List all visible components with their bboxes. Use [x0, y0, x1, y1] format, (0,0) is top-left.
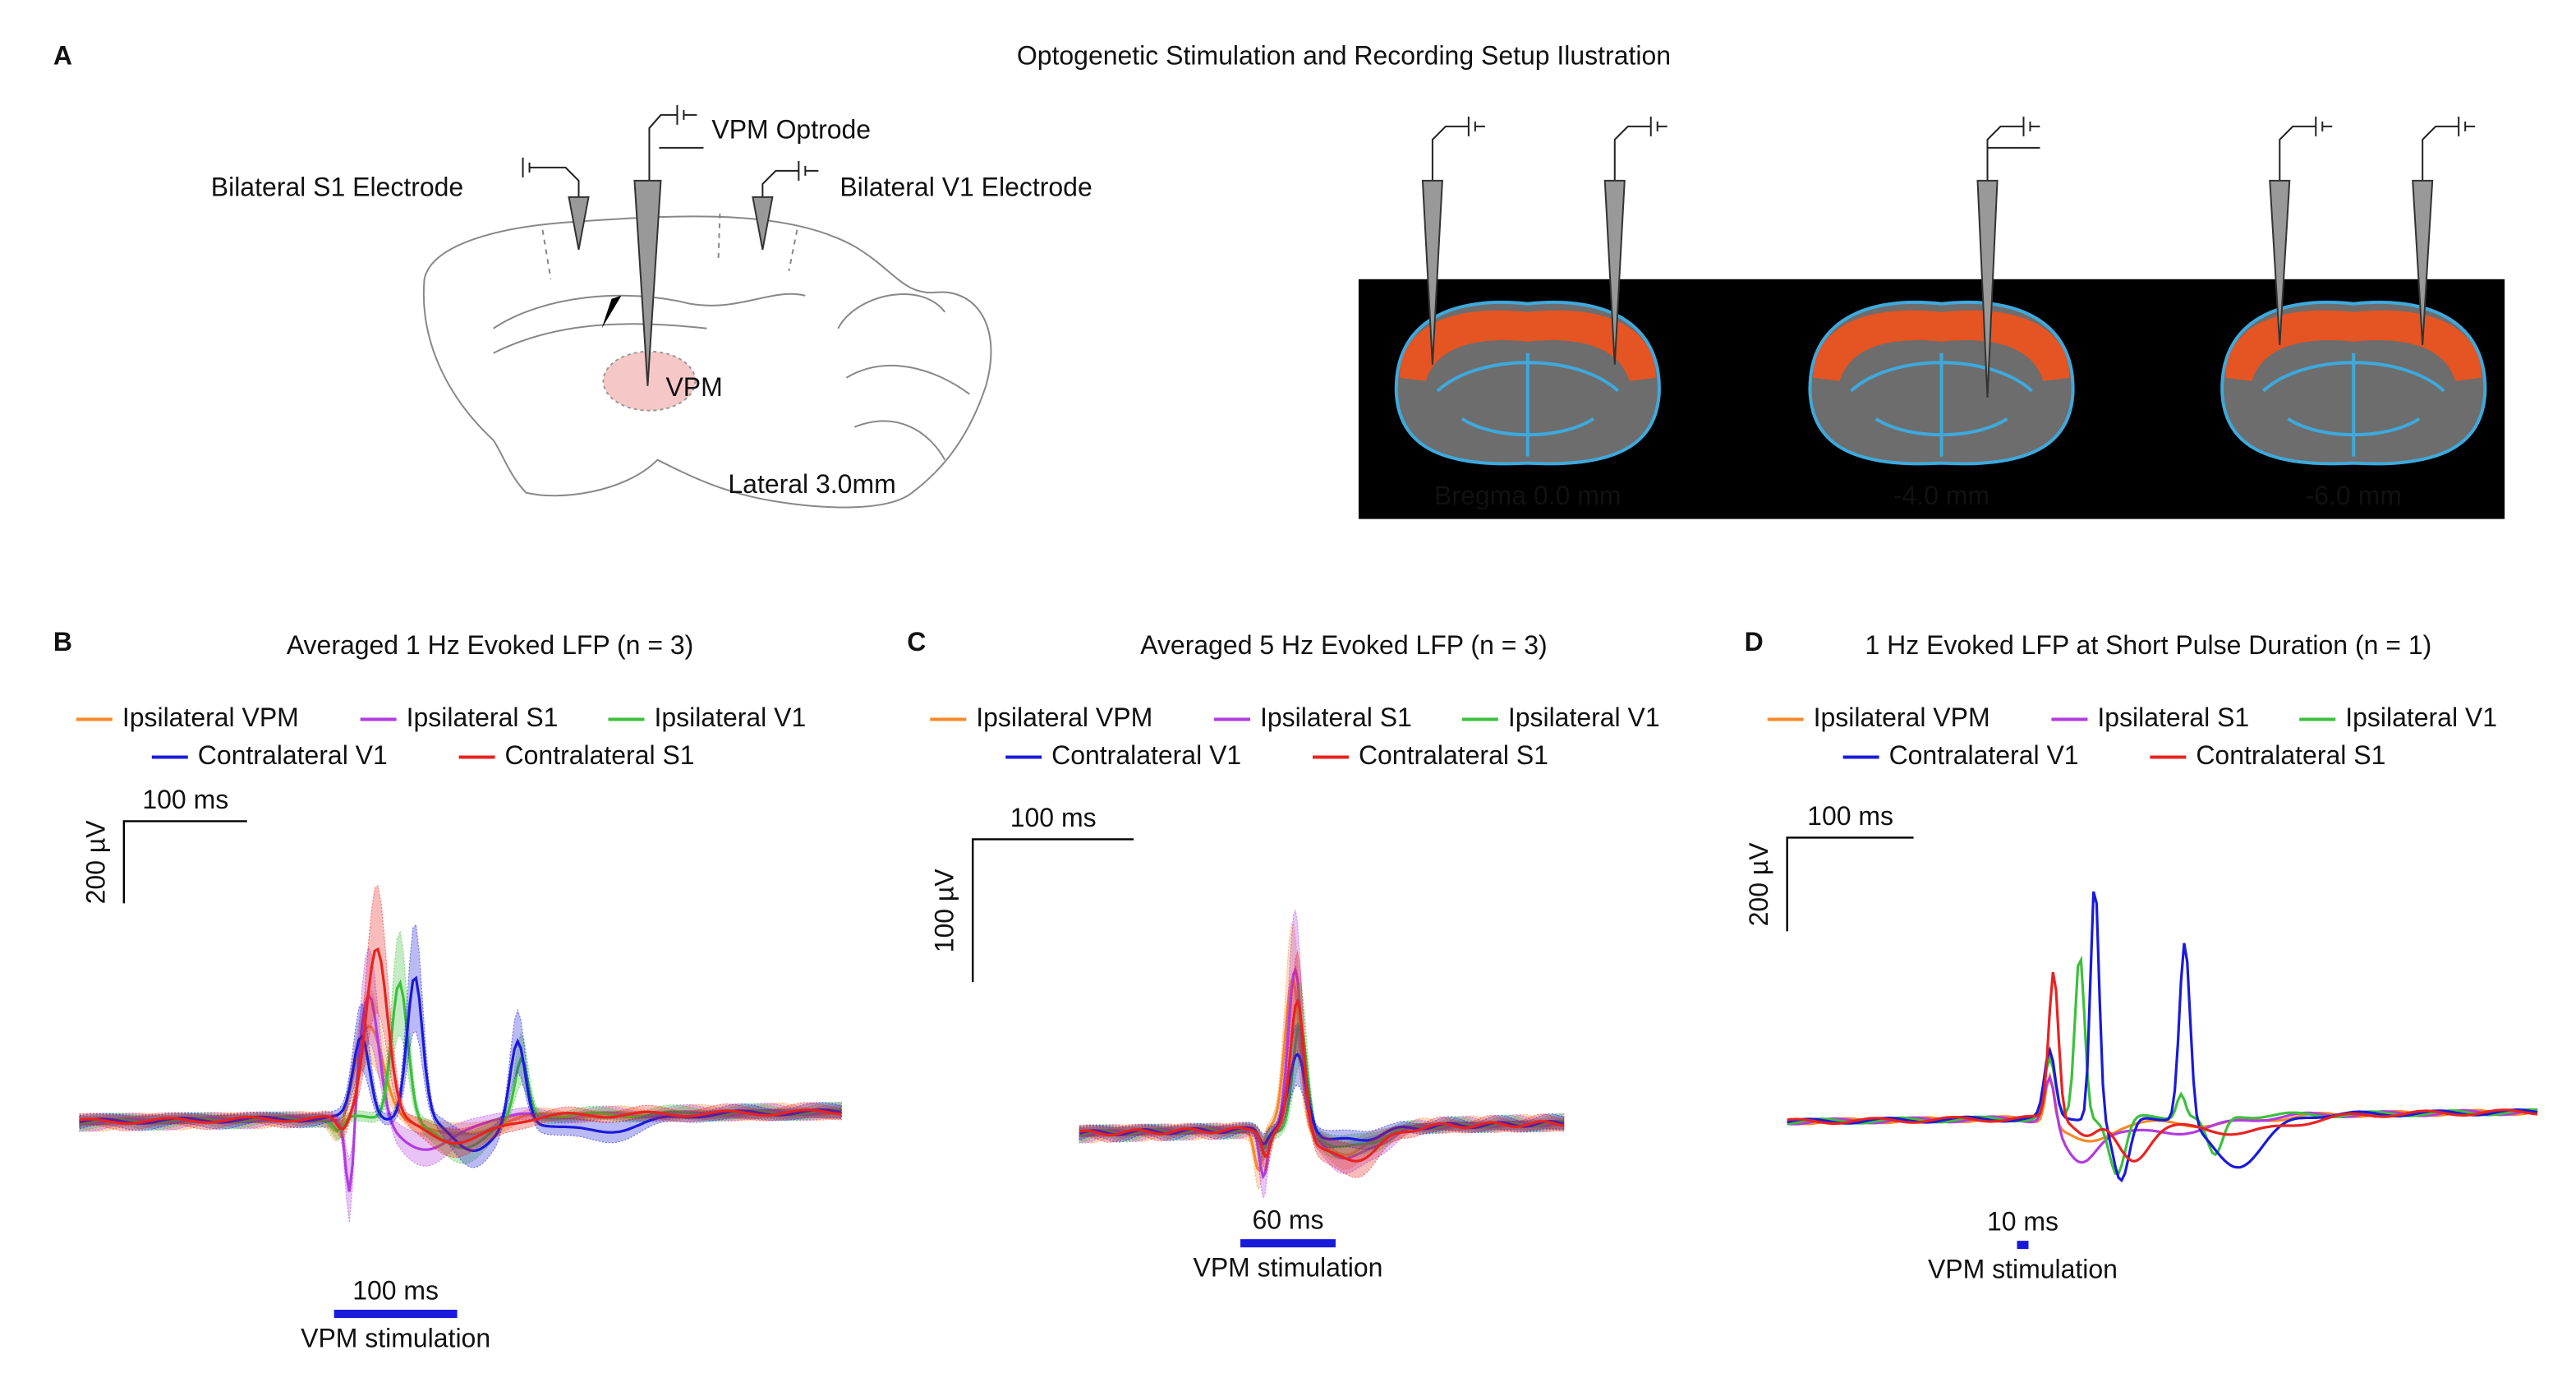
legend-label: Contralateral V1 [1051, 740, 1241, 770]
stim-duration: 100 ms [352, 1276, 439, 1306]
error-band [79, 923, 842, 1168]
error-band [1079, 950, 1565, 1178]
optrode-wire [648, 104, 704, 181]
optrode-shaft [633, 179, 662, 386]
panel-label: A [53, 40, 72, 70]
lfp-trace [1787, 971, 2538, 1163]
hippocampus [493, 293, 806, 354]
panel-title: Optogenetic Stimulation and Recording Se… [1017, 40, 1671, 70]
s1-shaft [568, 196, 590, 251]
legend-label: Ipsilateral S1 [2097, 703, 2249, 732]
s1-wire [522, 157, 580, 197]
scale-y-label: 100 µV [930, 868, 959, 953]
scale-x-label: 100 ms [1807, 801, 1893, 831]
stim-label: VPM stimulation [301, 1323, 490, 1352]
legend-label: Ipsilateral V1 [654, 703, 806, 732]
panel-title: 1 Hz Evoked LFP at Short Pulse Duration … [1865, 630, 2432, 660]
error-band [79, 946, 842, 1223]
anatomy-lines [2261, 352, 2445, 457]
electrode-label: Bilateral S1 Electrode [211, 172, 463, 201]
scale-bar [122, 820, 247, 904]
scale-bar [972, 838, 1134, 983]
coronal-electrode [1421, 179, 1443, 365]
coronal-electrode [1976, 179, 1999, 398]
stim-duration: 60 ms [1252, 1205, 1323, 1235]
region-label: VPM [665, 372, 722, 402]
stim-label: VPM stimulation [1928, 1255, 2118, 1284]
legend-label: Contralateral S1 [505, 740, 695, 770]
coronal-electrode-wire [1431, 116, 1485, 181]
panel-label: C [907, 627, 926, 657]
scale-x-label: 100 ms [142, 785, 228, 814]
legend-label: Ipsilateral V1 [2345, 703, 2497, 732]
scale-bar [1786, 836, 1914, 932]
legend-label: Ipsilateral VPM [1814, 703, 1990, 732]
coronal-electrode [2269, 179, 2291, 345]
error-band [79, 884, 842, 1159]
legend-label: Contralateral S1 [1359, 740, 1548, 770]
cortex-lines [541, 213, 798, 279]
lfp-trace [1079, 1020, 1565, 1150]
lfp-trace [1079, 1052, 1565, 1146]
section-label: Lateral 3.0mm [728, 469, 895, 499]
anatomy-lines [1436, 352, 1620, 457]
activation-map [1399, 310, 1656, 381]
electrode-label: Bilateral V1 Electrode [840, 172, 1092, 201]
activation-map [2225, 310, 2482, 381]
lfp-trace [79, 947, 842, 1145]
anatomy-lines [1850, 352, 2033, 457]
lfp-trace [1787, 891, 2538, 1183]
legend-label: Ipsilateral S1 [1260, 703, 1412, 732]
coronal-label: Bregma 0.0 mm [1434, 481, 1621, 510]
legend-label: Contralateral V1 [198, 740, 388, 770]
coronal-electrode-wire [1986, 116, 2040, 181]
stim-label: VPM stimulation [1194, 1253, 1383, 1283]
legend-label: Contralateral S1 [2196, 740, 2385, 770]
electrode-label: VPM Optrode [711, 114, 871, 144]
panel-title: Averaged 1 Hz Evoked LFP (n = 3) [287, 630, 693, 660]
coronal-electrode-wire [2422, 116, 2476, 181]
legend-label: Contralateral V1 [1889, 740, 2079, 770]
legend-label: Ipsilateral S1 [407, 703, 559, 732]
lfp-trace [1079, 997, 1565, 1163]
v1-shaft [752, 196, 774, 251]
coronal-electrode [2412, 179, 2434, 345]
coronal-label: -6.0 mm [2306, 481, 2402, 510]
coronal-electrode [1603, 179, 1626, 365]
activation-map [1813, 310, 2070, 381]
coronal-label: -4.0 mm [1893, 481, 1990, 510]
legend-label: Ipsilateral VPM [122, 703, 299, 732]
panel-title: Averaged 5 Hz Evoked LFP (n = 3) [1140, 630, 1548, 660]
brain-outline [422, 215, 992, 509]
stim-duration: 10 ms [1987, 1207, 2058, 1237]
panel-label: D [1745, 627, 1764, 657]
panel-label: B [53, 627, 72, 657]
v1-wire [761, 169, 799, 197]
v1-battery [798, 160, 819, 181]
lfp-trace [1787, 955, 2538, 1176]
scale-y-label: 200 µV [1744, 842, 1773, 927]
scale-x-label: 100 ms [1010, 803, 1097, 832]
legend-label: Ipsilateral VPM [976, 703, 1152, 732]
coronal-electrode-wire [1613, 116, 1668, 181]
legend-label: Ipsilateral V1 [1508, 703, 1660, 732]
lfp-trace [79, 975, 842, 1153]
scale-y-label: 200 µV [80, 820, 110, 905]
cerebellum [837, 293, 970, 461]
coronal-electrode-wire [2279, 116, 2333, 181]
